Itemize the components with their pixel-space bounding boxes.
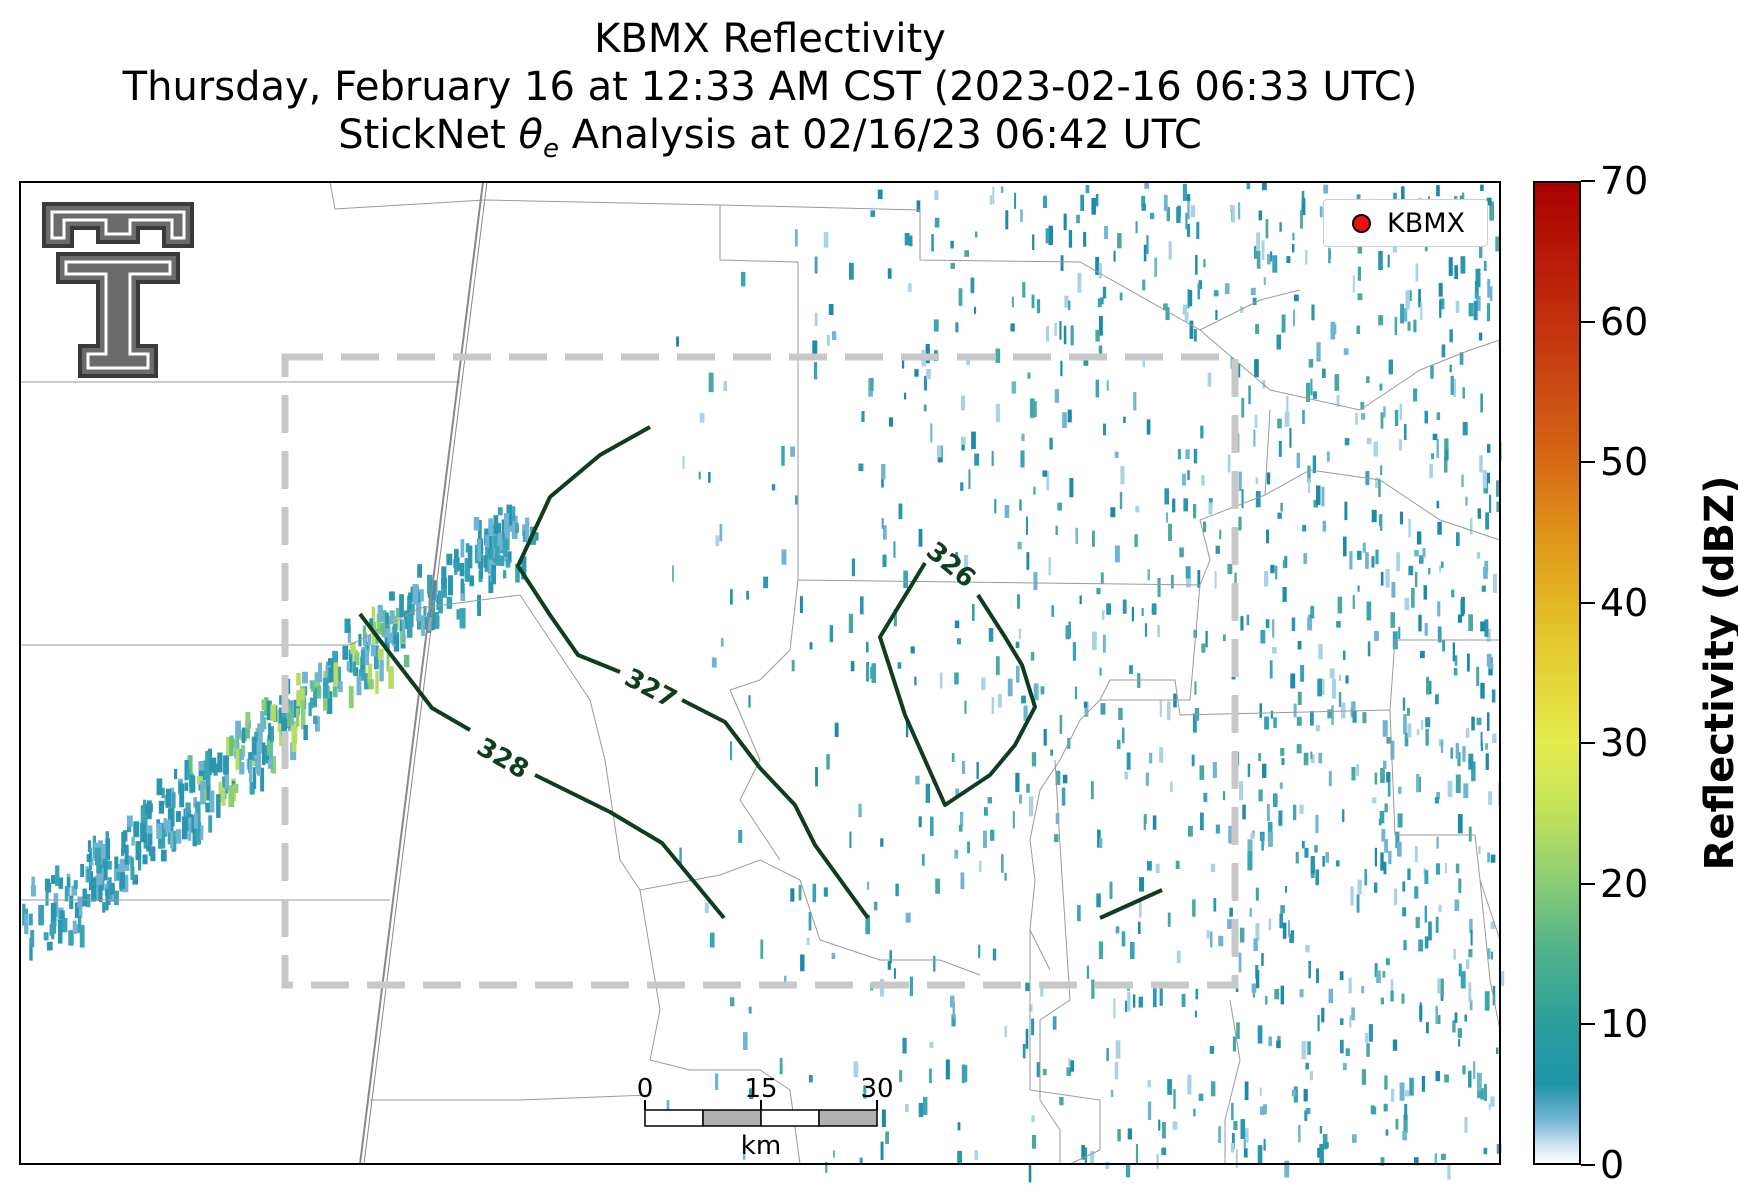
theta-e-contours	[358, 425, 1163, 920]
double-t-logo-icon	[40, 200, 196, 388]
contour-326-line	[878, 561, 1037, 807]
theta-subscript: e	[542, 134, 559, 164]
scale-tick-30: 30	[860, 1074, 894, 1104]
contour-328-line	[358, 612, 472, 732]
radar-echoes	[22, 182, 1505, 1183]
map-title: KBMX Reflectivity	[594, 16, 946, 62]
colorbar-tick-label: 10	[1600, 1002, 1649, 1047]
contour-328-line-lower	[534, 773, 726, 920]
analysis-prefix: StickNet	[338, 112, 519, 158]
colorbar-label: Reflectivity (dBZ)	[1697, 475, 1738, 871]
colorbar-tick-label: 70	[1600, 159, 1649, 203]
colorbar-tick-label: 40	[1600, 580, 1649, 625]
contour-fragment-line	[1099, 888, 1163, 920]
map-legend: KBMX	[1323, 199, 1488, 247]
scale-unit: km	[740, 1131, 782, 1161]
colorbar-tick-mark	[1581, 320, 1595, 323]
map-subtitle-time: Thursday, February 16 at 12:33 AM CST (2…	[122, 64, 1418, 110]
theta-symbol: θ	[518, 112, 543, 158]
contour-327-line-lower	[681, 698, 870, 920]
county-lines	[20, 181, 1501, 1165]
map-background	[20, 182, 1500, 1164]
scale-bar	[644, 1100, 878, 1127]
map-subtitle-analysis: StickNet θe Analysis at 02/16/23 06:42 U…	[0, 112, 1540, 172]
colorbar-tick-mark	[1581, 1164, 1595, 1166]
legend-label: KBMX	[1387, 207, 1466, 239]
colorbar-tick-label: 20	[1600, 861, 1649, 906]
colorbar-tick-mark	[1581, 1023, 1595, 1026]
colorbar-tick-label: 60	[1600, 299, 1649, 344]
analysis-domain-box	[281, 353, 1239, 989]
analysis-suffix: Analysis at 02/16/23 06:42 UTC	[558, 112, 1202, 158]
scale-tick-0: 0	[636, 1074, 654, 1104]
colorbar-tick-mark	[1581, 180, 1595, 182]
colorbar-tick-mark	[1581, 461, 1595, 464]
scale-tick-15: 15	[744, 1074, 778, 1104]
colorbar-tick-label: 0	[1600, 1143, 1625, 1187]
state-boundary	[359, 181, 488, 1165]
map-frame	[19, 181, 1501, 1165]
colorbar-tick-mark	[1581, 601, 1595, 604]
reflectivity-colorbar	[1533, 181, 1581, 1165]
colorbar-tick-label: 30	[1600, 721, 1649, 766]
colorbar-tick-label: 50	[1600, 440, 1649, 485]
colorbar-tick-mark	[1581, 882, 1595, 885]
contour-327-line	[516, 425, 651, 674]
colorbar-tick-mark	[1581, 742, 1595, 745]
radar-site-marker-icon	[1352, 213, 1371, 233]
